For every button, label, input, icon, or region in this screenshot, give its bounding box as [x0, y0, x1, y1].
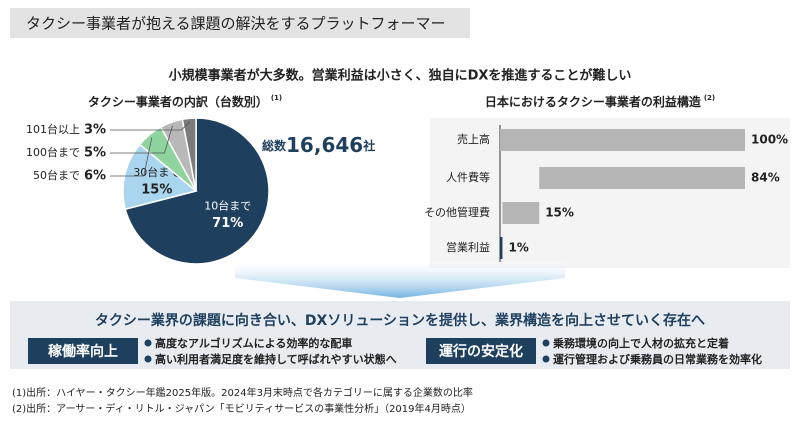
- value-label: 15%: [545, 206, 574, 220]
- footnote: (2)出所：アーサー・ディ・リトル・ジャパン「モビリティサービスの事業性分析」（…: [12, 402, 471, 415]
- chart-title-text: タクシー事業者の内訳（台数別）: [88, 94, 268, 109]
- category-label: 売上高: [457, 132, 490, 146]
- title-bar: [10, 8, 470, 38]
- footnote: (1)出所：ハイヤー・タクシー年鑑2025年版。2024年3月末時点で各カテゴリ…: [12, 386, 473, 399]
- slice-value: 5%: [84, 146, 106, 161]
- bullet: [542, 355, 550, 363]
- bullet: [144, 339, 152, 347]
- category-label: 人件費等: [446, 170, 490, 184]
- arrow: [235, 262, 565, 298]
- point: 乗務環境の向上で人材の拡充と定着: [553, 336, 729, 350]
- solution-box: [10, 301, 790, 369]
- solution-headline: タクシー業界の課題に向き合い、DXソリューションを提供し、業界構造を向上させてい…: [95, 312, 705, 329]
- point: 高い利用者満足度を維持して呼ばれやすい状態へ: [155, 352, 397, 366]
- bar: [500, 129, 745, 151]
- page-title: タクシー事業者が抱える課題の解決をするプラットフォーマー: [26, 15, 446, 33]
- badge: [28, 338, 138, 364]
- chart-title-text: 日本におけるタクシー事業者の利益構造: [485, 94, 702, 109]
- leader-line: [110, 121, 190, 131]
- chart-title-note: (1): [271, 94, 282, 102]
- slice-value: 71%: [212, 216, 243, 231]
- slice-category: 100台まで: [26, 145, 80, 159]
- pie-slice: [122, 143, 198, 211]
- slice-value: 6%: [84, 169, 106, 184]
- chart-title-note: (2): [704, 94, 715, 102]
- category-label: その他管理費: [424, 205, 490, 219]
- leader-line: [110, 137, 153, 177]
- slice-category: 50台まで: [33, 168, 80, 182]
- slice-value: 15%: [141, 183, 172, 198]
- slice-value: 3%: [84, 123, 106, 138]
- total-unit: 社: [362, 138, 375, 153]
- subtitle: 小規模事業者が大多数。営業利益は小さく、独自にDXを推進することが難しい: [169, 68, 632, 84]
- badge: [426, 338, 536, 364]
- bar: [539, 167, 745, 189]
- point: 高度なアルゴリズムによる効率的な配車: [155, 336, 352, 350]
- total-label: 総数: [262, 138, 287, 153]
- pie-slice: [181, 117, 197, 192]
- value-label: 1%: [508, 241, 528, 255]
- chart-title: 日本におけるタクシー事業者の利益構造 (2): [485, 94, 715, 109]
- slice-category: 101台以上: [26, 122, 80, 136]
- point: 運行管理および乗務員の日常業務を効率化: [553, 352, 762, 366]
- badge-label: 稼働率向上: [48, 343, 118, 360]
- total-value: 16,646: [286, 133, 363, 157]
- bullet: [144, 355, 152, 363]
- value-label: 84%: [751, 171, 780, 185]
- leader-line: [110, 125, 173, 154]
- badge-label: 運行の安定化: [439, 343, 523, 360]
- value-label: 100%: [751, 133, 788, 147]
- chart-title: タクシー事業者の内訳（台数別） (1): [88, 94, 282, 109]
- bar: [500, 237, 503, 259]
- total: 総数16,646社: [262, 133, 375, 157]
- bullet: [542, 339, 550, 347]
- category-label: 営業利益: [446, 240, 490, 254]
- slice-category: 10台まで: [204, 199, 251, 213]
- bar: [502, 202, 540, 224]
